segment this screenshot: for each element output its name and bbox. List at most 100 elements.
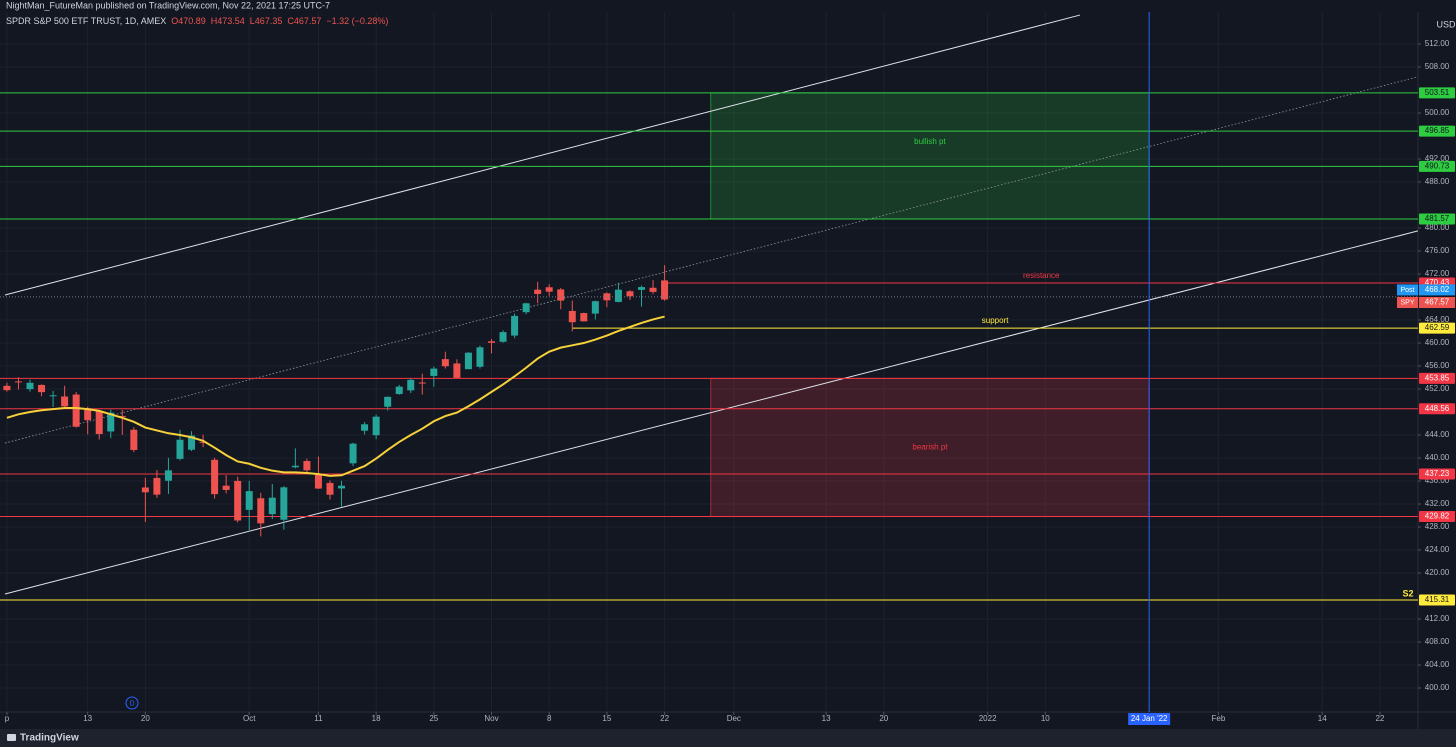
header-value: O470.89	[171, 16, 206, 26]
x-tick-label: 15	[602, 714, 611, 723]
candle-body	[464, 352, 472, 370]
level-label: 503.51	[1425, 88, 1450, 97]
price-value: 467.57	[1425, 298, 1450, 307]
footer-bar	[0, 729, 1456, 747]
moving-average	[6, 315, 665, 477]
candle-body	[303, 461, 311, 471]
candle-body	[95, 411, 103, 435]
candle-body	[176, 439, 184, 459]
price-name: SPY	[1400, 299, 1414, 306]
candle-body	[49, 395, 57, 397]
level-label-box	[1419, 160, 1455, 172]
candle-body	[338, 485, 346, 489]
header-value: L467.35	[250, 16, 283, 26]
axes: 400.00 404.00 408.00 412.00 420.00 424.00 428.…	[5, 39, 1455, 725]
candle-body	[511, 315, 519, 336]
level-label: 496.85	[1425, 126, 1450, 135]
y-tick-label: 480.00	[1425, 223, 1450, 232]
level-tag: S2	[1402, 588, 1413, 598]
interval-marker: D	[129, 700, 134, 707]
level-label-box	[1419, 87, 1455, 99]
level-label: 481.57	[1425, 214, 1450, 223]
level-label-box	[1419, 372, 1455, 384]
candle-body	[245, 491, 253, 510]
x-tick-label: Feb	[1211, 714, 1225, 723]
price-name-box	[1397, 284, 1418, 296]
candle-body	[430, 368, 438, 376]
price-value: 468.02	[1425, 285, 1450, 294]
candle-body	[372, 416, 380, 436]
candle-body	[257, 498, 265, 524]
x-tick-label: Nov	[484, 714, 498, 723]
candle-body	[164, 470, 172, 481]
candle-body	[199, 441, 207, 443]
level-name: support	[982, 316, 1009, 325]
y-tick-label: 476.00	[1425, 246, 1450, 255]
candle-body	[557, 289, 565, 301]
candle-body	[534, 289, 542, 294]
level-label: 453.85	[1425, 373, 1450, 382]
publisher: NightMan_FutureMan published on TradingV…	[6, 0, 330, 10]
price-value-box	[1419, 284, 1455, 296]
level-label-box	[1419, 594, 1455, 606]
candle-body	[84, 408, 92, 421]
y-tick-label: 452.00	[1425, 384, 1450, 393]
y-tick-label: 400.00	[1425, 683, 1450, 692]
footer-text: TradingView	[20, 733, 79, 744]
zone	[710, 92, 1150, 220]
x-tick-label: 2022	[979, 714, 997, 723]
price-name: Post	[1400, 287, 1414, 294]
candle-body	[649, 287, 657, 292]
candle-body	[580, 313, 588, 322]
candle-body	[614, 289, 622, 302]
candle-body	[188, 435, 196, 450]
x-tick-label: 25	[429, 714, 438, 723]
candle-body	[130, 429, 138, 450]
candle-body	[291, 465, 299, 468]
time-marker-label: 24 Jan '22	[1131, 714, 1168, 723]
level-label: 415.31	[1425, 595, 1450, 604]
candle-body	[522, 303, 530, 313]
time-marker-box	[1128, 713, 1171, 725]
zone-label: bearish pt	[912, 443, 948, 452]
candle-body	[234, 480, 242, 521]
level-label: 448.56	[1425, 404, 1450, 413]
candle-body	[14, 381, 22, 383]
header: SPDR S&P 500 ETF TRUST, 1D, AMEX O470.89 H…	[6, 16, 388, 26]
y-tick-label: 464.00	[1425, 315, 1450, 324]
x-tick-label: 18	[372, 714, 381, 723]
zone	[710, 377, 1150, 518]
y-tick-label: 404.00	[1425, 660, 1450, 669]
level-name: resistance	[1023, 271, 1060, 280]
candle-body	[222, 485, 230, 490]
candle-body	[395, 386, 403, 395]
candle-body	[61, 396, 69, 407]
level-label-box	[1419, 403, 1455, 415]
candle-body	[141, 487, 149, 493]
y-tick-label: 488.00	[1425, 177, 1450, 186]
candle-body	[26, 382, 34, 390]
price-value-box	[1419, 296, 1455, 308]
x-tick-label: 11	[314, 714, 323, 723]
level-label-box	[1419, 511, 1455, 523]
grid	[0, 12, 1418, 712]
header-value: C467.57	[287, 16, 321, 26]
y-tick-label: 444.00	[1425, 430, 1450, 439]
level-label-box	[1419, 468, 1455, 480]
x-tick-label: 22	[1375, 714, 1384, 723]
candle-body	[118, 415, 126, 417]
candle-body	[488, 341, 496, 343]
level-label: 470.43	[1425, 278, 1450, 287]
x-tick-label: 20	[879, 714, 888, 723]
y-tick-label: 492.00	[1425, 154, 1450, 163]
candle-body	[418, 382, 426, 384]
candle-body	[638, 287, 646, 290]
candle-body	[314, 474, 322, 489]
x-tick-label: 22	[660, 714, 669, 723]
y-tick-label: 500.00	[1425, 108, 1450, 117]
candle-body	[72, 394, 80, 427]
candle-body	[361, 424, 369, 431]
